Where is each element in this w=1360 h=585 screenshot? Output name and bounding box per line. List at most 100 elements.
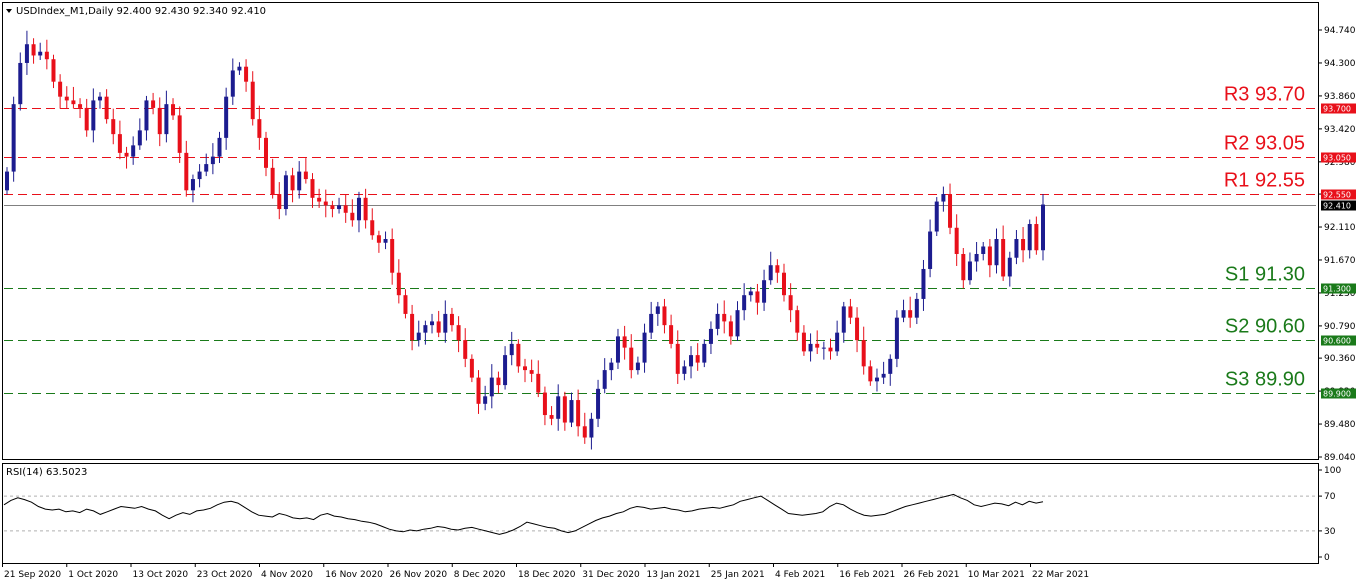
candle [204,153,209,177]
current-price-tag: 92.410 [1323,202,1351,211]
candle-body [237,66,242,71]
candle [629,334,634,379]
candle-body [755,291,760,303]
time-tick-label: 1 Oct 2020 [68,570,118,580]
candle-body [64,96,69,101]
rsi-plot-frame [2,463,1319,564]
candle-body [1014,239,1019,258]
candle [363,188,368,229]
candle [888,354,893,386]
candle-body [649,313,654,333]
candle [483,385,488,411]
rsi-tick-label: 0 [1324,553,1330,563]
candle [702,339,707,368]
candle-body [31,44,36,56]
main-plot-frame [2,2,1319,460]
candle-body [290,175,295,191]
candle [775,259,780,283]
candle-body [463,340,468,359]
candle [303,158,308,184]
candle-body [934,201,939,232]
candle [669,314,674,349]
candle-body [808,343,813,352]
candle-body [655,306,660,314]
price-tick-label: 91.230 [1324,289,1356,299]
candle [144,95,149,141]
rsi-tick-label: 70 [1324,492,1336,502]
candle [111,108,116,145]
candle-body [708,328,713,344]
candle [383,231,388,250]
candle-body [901,310,906,318]
candle [914,292,919,325]
collapse-triangle-icon[interactable] [6,9,12,13]
candle-body [762,280,767,303]
candle-body [562,396,567,423]
candle-body [775,265,780,273]
candle-body [974,253,979,262]
candle-body [390,239,395,273]
candle [961,247,966,289]
candle [861,326,866,375]
candle [210,143,215,175]
time-tick-label: 4 Feb 2021 [775,570,825,580]
candle-body [217,137,222,157]
candle [177,106,182,163]
candle-body [768,265,773,281]
candle [430,313,435,334]
candle [350,199,355,227]
candle-body [682,366,687,374]
candle [901,299,906,323]
candle-body [589,418,594,438]
candle [848,298,853,325]
rsi-tick-label: 100 [1324,466,1341,476]
level-tag: 89.900 [1323,390,1351,399]
candle [689,346,694,379]
candle [987,239,992,278]
candle [576,389,581,437]
level-tag: 91.300 [1323,285,1351,294]
candle [197,164,202,188]
candle-body [622,336,627,348]
candle [469,354,474,383]
candle-body [476,377,481,404]
candle-body [303,171,308,180]
candle [642,323,647,373]
candle [695,343,700,371]
candle [609,358,614,381]
candle [270,158,275,199]
candle [290,167,295,203]
level-tag: 90.600 [1323,337,1351,346]
candle [250,71,255,126]
candle-body [722,313,727,322]
candle-body [190,179,195,191]
candle [64,86,69,109]
level-tag-bg [1321,189,1356,200]
candle-body [356,197,361,221]
candle [244,59,249,92]
candle-body [848,306,853,318]
candle-body [629,347,634,371]
candle-body [1021,239,1026,251]
candle-body [117,134,122,153]
candle [164,90,169,143]
candle-body [370,220,375,236]
candle [503,346,508,390]
candle [516,339,521,373]
candle-body [489,377,494,397]
candle [921,259,926,311]
level-tag-bg [1321,103,1356,114]
candle-body [921,268,926,299]
candle [928,219,933,278]
price-tick-label: 93.860 [1324,92,1356,102]
candle-body [151,100,156,108]
candle-body [961,253,966,281]
candle [343,194,348,223]
candle [675,330,680,384]
candle [808,333,813,362]
candle-body [509,343,514,356]
candle [954,214,959,266]
candle-body [363,197,368,221]
candle [24,30,29,75]
price-tick-label: 94.740 [1324,26,1356,36]
